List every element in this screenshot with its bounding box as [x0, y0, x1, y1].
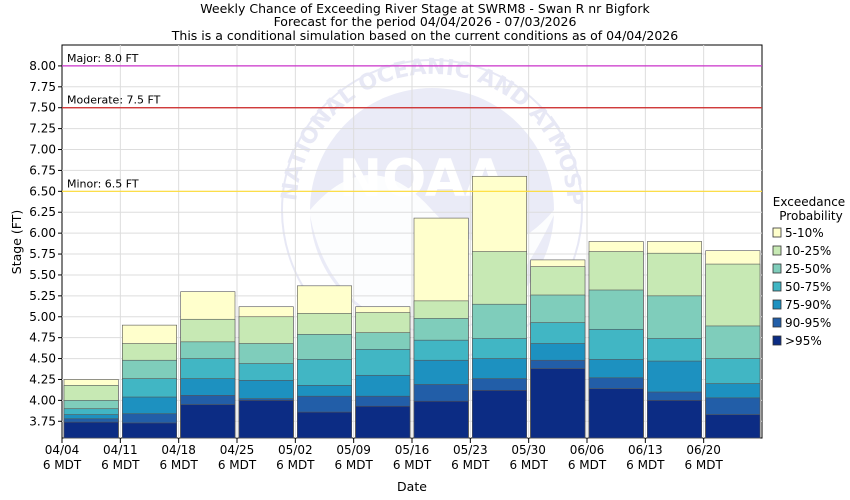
bar-segment-gt95pct [180, 404, 236, 439]
x-tick-label-tz: 6 MDT [276, 458, 315, 472]
threshold-label: Moderate: 7.5 FT [67, 94, 161, 107]
bar-segment-gt95pct [122, 422, 177, 439]
legend-label: 10-25% [785, 244, 831, 258]
y-tick-label: 7.00 [29, 143, 56, 157]
x-tick-label-date: 06/20 [686, 443, 721, 457]
x-tick-label-date: 05/09 [336, 443, 371, 457]
y-tick-label: 7.75 [29, 80, 56, 94]
threshold-label: Minor: 6.5 FT [67, 177, 139, 190]
x-tick-label-date: 05/23 [453, 443, 488, 457]
y-tick-label: 5.25 [29, 289, 56, 303]
y-tick-label: 4.25 [29, 372, 56, 386]
threshold-label: Major: 8.0 FT [67, 52, 139, 65]
y-tick-label: 6.50 [29, 184, 56, 198]
x-tick-label-date: 05/02 [278, 443, 313, 457]
chart-title: Weekly Chance of Exceeding River Stage a… [200, 1, 650, 16]
legend-swatch [772, 317, 782, 328]
y-tick-label: 8.00 [29, 59, 56, 73]
x-tick-label-tz: 6 MDT [159, 458, 198, 472]
x-tick-label-date: 04/25 [220, 443, 255, 457]
y-tick-label: 7.25 [29, 122, 56, 136]
x-tick-label-tz: 6 MDT [684, 458, 723, 472]
x-tick-label-date: 04/11 [103, 443, 138, 457]
bar-segment-gt95pct [297, 411, 352, 439]
bar-segment-gt95pct [413, 400, 469, 439]
y-tick-label: 4.00 [29, 393, 56, 407]
x-tick-label-tz: 6 MDT [568, 458, 607, 472]
x-tick-label-tz: 6 MDT [393, 458, 432, 472]
legend-label: 50-75% [785, 280, 831, 294]
y-tick-label: 6.25 [29, 205, 56, 219]
y-tick-label: 3.75 [29, 414, 56, 428]
x-tick-label-tz: 6 MDT [101, 458, 140, 472]
legend-title-line2: Probability [779, 209, 842, 223]
x-tick-label-tz: 6 MDT [451, 458, 490, 472]
x-tick-label-tz: 6 MDT [43, 458, 82, 472]
bar-segment-gt95pct [355, 405, 411, 439]
x-tick-label-date: 05/30 [511, 443, 546, 457]
legend-swatch [772, 227, 782, 238]
bar-segment-gt95pct [238, 400, 294, 439]
y-tick-label: 4.75 [29, 331, 56, 345]
x-tick-label-tz: 6 MDT [626, 458, 665, 472]
legend-swatch [772, 299, 782, 310]
bar-segment-gt95pct [530, 368, 586, 439]
bar-segment-gt95pct [705, 414, 761, 439]
y-tick-label: 6.75 [29, 163, 56, 177]
y-tick-label: 4.50 [29, 352, 56, 366]
y-tick-label: 5.00 [29, 310, 56, 324]
legend-label: 75-90% [785, 298, 831, 312]
x-tick-label-date: 04/04 [45, 443, 80, 457]
bar-segment-gt95pct [647, 400, 702, 439]
y-tick-label: 5.75 [29, 247, 56, 261]
y-tick-label: 7.50 [29, 101, 56, 115]
x-tick-label-date: 05/16 [395, 443, 430, 457]
x-axis-label: Date [397, 479, 427, 494]
legend-label: >95% [785, 334, 822, 348]
bar-segment-gt95pct [588, 388, 644, 439]
legend-label: 25-50% [785, 262, 831, 276]
x-tick-label-date: 04/18 [161, 443, 196, 457]
x-tick-label-date: 06/13 [628, 443, 663, 457]
legend-swatch [772, 245, 782, 256]
legend-swatch [772, 281, 782, 292]
x-tick-label-tz: 6 MDT [509, 458, 548, 472]
legend-swatch [772, 263, 782, 274]
y-tick-label: 5.50 [29, 268, 56, 282]
y-tick-label: 6.00 [29, 226, 56, 240]
x-tick-label-tz: 6 MDT [334, 458, 373, 472]
legend-swatch [772, 335, 782, 346]
legend-title-line1: Exceedance [773, 195, 845, 209]
chart-subtitle-period: Forecast for the period 04/04/2026 - 07/… [274, 14, 577, 29]
x-tick-label-date: 06/06 [570, 443, 605, 457]
bar-segment-gt95pct [472, 390, 527, 439]
y-axis-label: Stage (FT) [9, 210, 24, 274]
legend-label: 90-95% [785, 316, 831, 330]
x-tick-label-tz: 6 MDT [218, 458, 257, 472]
legend-label: 5-10% [785, 226, 824, 240]
chart-subtitle-conditions: This is a conditional simulation based o… [171, 28, 678, 43]
bar-segment-gt95pct [63, 421, 119, 439]
